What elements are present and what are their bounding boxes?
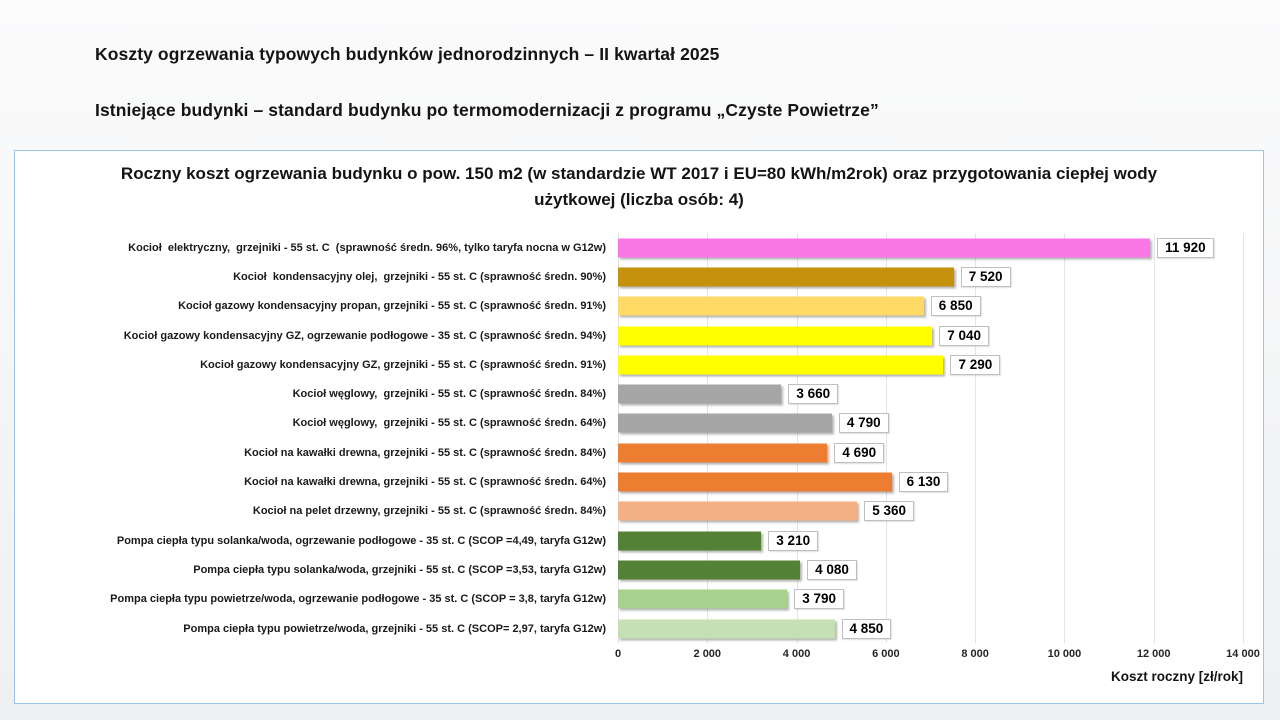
category-label: Pompa ciepła typu solanka/woda, ogrzewan…: [116, 534, 606, 547]
x-tick-label: 0: [614, 648, 622, 660]
gridline: [1153, 233, 1155, 644]
bar: [618, 560, 801, 580]
bar: [618, 238, 1151, 258]
bar: [618, 619, 835, 638]
bar-track: 3 210: [618, 526, 1243, 555]
category-label: Kocioł gazowy kondensacyjny GZ, grzejnik…: [200, 358, 606, 371]
bar-track: 6 130: [618, 467, 1243, 496]
value-label: 4 790: [838, 413, 889, 434]
value-label: 3 790: [794, 589, 844, 610]
bar: [618, 443, 828, 463]
x-axis-title: Koszt roczny [zł/rok]: [1110, 669, 1243, 684]
bar-track: 4 790: [618, 409, 1243, 438]
value-label: 11 920: [1157, 237, 1214, 258]
bar-track: 4 850: [618, 614, 1243, 643]
gridline: [975, 233, 977, 644]
category-label: Kocioł węglowy, grzejniki - 55 st. C (sp…: [292, 388, 606, 401]
bar: [618, 589, 788, 609]
bar: [618, 413, 832, 433]
bar-track: 4 690: [618, 438, 1243, 467]
bar-track: 4 080: [618, 555, 1243, 584]
bar-track: 7 040: [618, 321, 1243, 350]
category-label: Pompa ciepła typu powietrze/woda, ogrzew…: [110, 593, 606, 606]
slide-title-line1: Koszty ogrzewania typowych budynków jedn…: [95, 44, 720, 64]
bar-track: 7 290: [618, 350, 1243, 379]
value-label: 4 690: [834, 442, 885, 463]
bar-track: 7 520: [618, 262, 1243, 291]
bar-row: Kocioł gazowy kondensacyjny GZ, grzejnik…: [21, 350, 1243, 379]
x-tick-label: 12 000: [1136, 648, 1171, 660]
value-label: 6 850: [930, 296, 981, 317]
value-label: 5 360: [864, 501, 915, 522]
value-label: 4 850: [841, 618, 892, 639]
bar-rows-container: Kocioł elektryczny, grzejniki - 55 st. C…: [21, 233, 1244, 644]
category-label: Kocioł gazowy kondensacyjny GZ, ogrzewan…: [123, 329, 606, 342]
bar-track: 3 660: [618, 379, 1243, 408]
category-label: Kocioł kondensacyjny olej, grzejniki - 5…: [233, 270, 606, 283]
bar-row: Kocioł na pelet drzewny, grzejniki - 55 …: [21, 497, 1243, 526]
bar-row: Pompa ciepła typu solanka/woda, ogrzewan…: [21, 526, 1243, 555]
bar-row: Kocioł na kawałki drewna, grzejniki - 55…: [21, 438, 1243, 467]
value-label: 4 080: [807, 559, 857, 580]
x-tick-label: 6 000: [872, 648, 900, 660]
bar-row: Kocioł gazowy kondensacyjny propan, grze…: [21, 292, 1243, 321]
x-tick-label: 2 000: [693, 648, 722, 660]
x-tick-label: 10 000: [1047, 648, 1082, 660]
bar: [618, 267, 954, 287]
category-label: Pompa ciepła typu powietrze/woda, grzejn…: [183, 622, 606, 635]
slide-title-line2: Istniejące budynki – standard budynku po…: [95, 100, 879, 120]
category-label: Kocioł na pelet drzewny, grzejniki - 55 …: [252, 505, 606, 518]
bar-row: Kocioł węglowy, grzejniki - 55 st. C (sp…: [21, 379, 1243, 408]
gridline: [707, 233, 709, 644]
bar-track: 5 360: [618, 497, 1243, 526]
category-label: Kocioł na kawałki drewna, grzejniki - 55…: [244, 476, 606, 489]
bar: [618, 355, 944, 375]
bar: [618, 296, 924, 316]
value-label: 7 040: [939, 325, 990, 346]
x-tick-label: 14 000: [1226, 648, 1260, 660]
bar-row: Pompa ciepła typu powietrze/woda, grzejn…: [21, 614, 1243, 643]
bar-row: Kocioł na kawałki drewna, grzejniki - 55…: [21, 467, 1243, 496]
chart-title: Roczny koszt ogrzewania budynku o pow. 1…: [120, 164, 1158, 210]
category-label: Kocioł gazowy kondensacyjny propan, grze…: [178, 300, 606, 313]
bar: [618, 501, 858, 521]
category-label: Kocioł na kawałki drewna, grzejniki - 55…: [244, 446, 606, 459]
bar-track: 11 920: [618, 233, 1243, 262]
value-label: 3 660: [788, 384, 839, 405]
gridlines: [618, 233, 1244, 644]
bar-row: Kocioł gazowy kondensacyjny GZ, ogrzewan…: [21, 321, 1243, 350]
gridline: [618, 233, 619, 644]
chart-area: Roczny koszt ogrzewania budynku o pow. 1…: [14, 150, 1264, 704]
bar: [618, 531, 762, 551]
x-tick-label: 8 000: [961, 648, 989, 660]
gridline: [796, 233, 798, 644]
bar-row: Kocioł kondensacyjny olej, grzejniki - 5…: [21, 262, 1243, 291]
bar: [618, 326, 933, 346]
category-label: Kocioł węglowy, grzejniki - 55 st. C (sp…: [292, 417, 606, 430]
value-label: 6 130: [898, 472, 949, 493]
bar-row: Pompa ciepła typu solanka/woda, grzejnik…: [21, 555, 1243, 584]
bar-track: 6 850: [618, 292, 1243, 321]
bar-row: Kocioł węglowy, grzejniki - 55 st. C (sp…: [21, 409, 1243, 438]
bar: [618, 384, 782, 404]
gridline: [885, 233, 887, 644]
bar: [618, 472, 892, 492]
gridline: [1243, 233, 1244, 644]
value-label: 7 520: [960, 266, 1011, 287]
value-label: 3 210: [768, 530, 819, 551]
bar-row: Kocioł elektryczny, grzejniki - 55 st. C…: [21, 233, 1243, 262]
value-label: 7 290: [950, 354, 1001, 375]
category-label: Pompa ciepła typu solanka/woda, grzejnik…: [193, 563, 606, 576]
gridline: [1064, 233, 1066, 644]
bar-row: Pompa ciepła typu powietrze/woda, ogrzew…: [21, 585, 1243, 614]
x-tick-label: 4 000: [782, 648, 811, 660]
x-axis-ticks: 0 2 000 4 000 6 000 8 000 10 000 12 000 14 000: [614, 648, 1260, 664]
category-label: Kocioł elektryczny, grzejniki - 55 st. C…: [128, 241, 606, 254]
bar-track: 3 790: [618, 585, 1243, 614]
